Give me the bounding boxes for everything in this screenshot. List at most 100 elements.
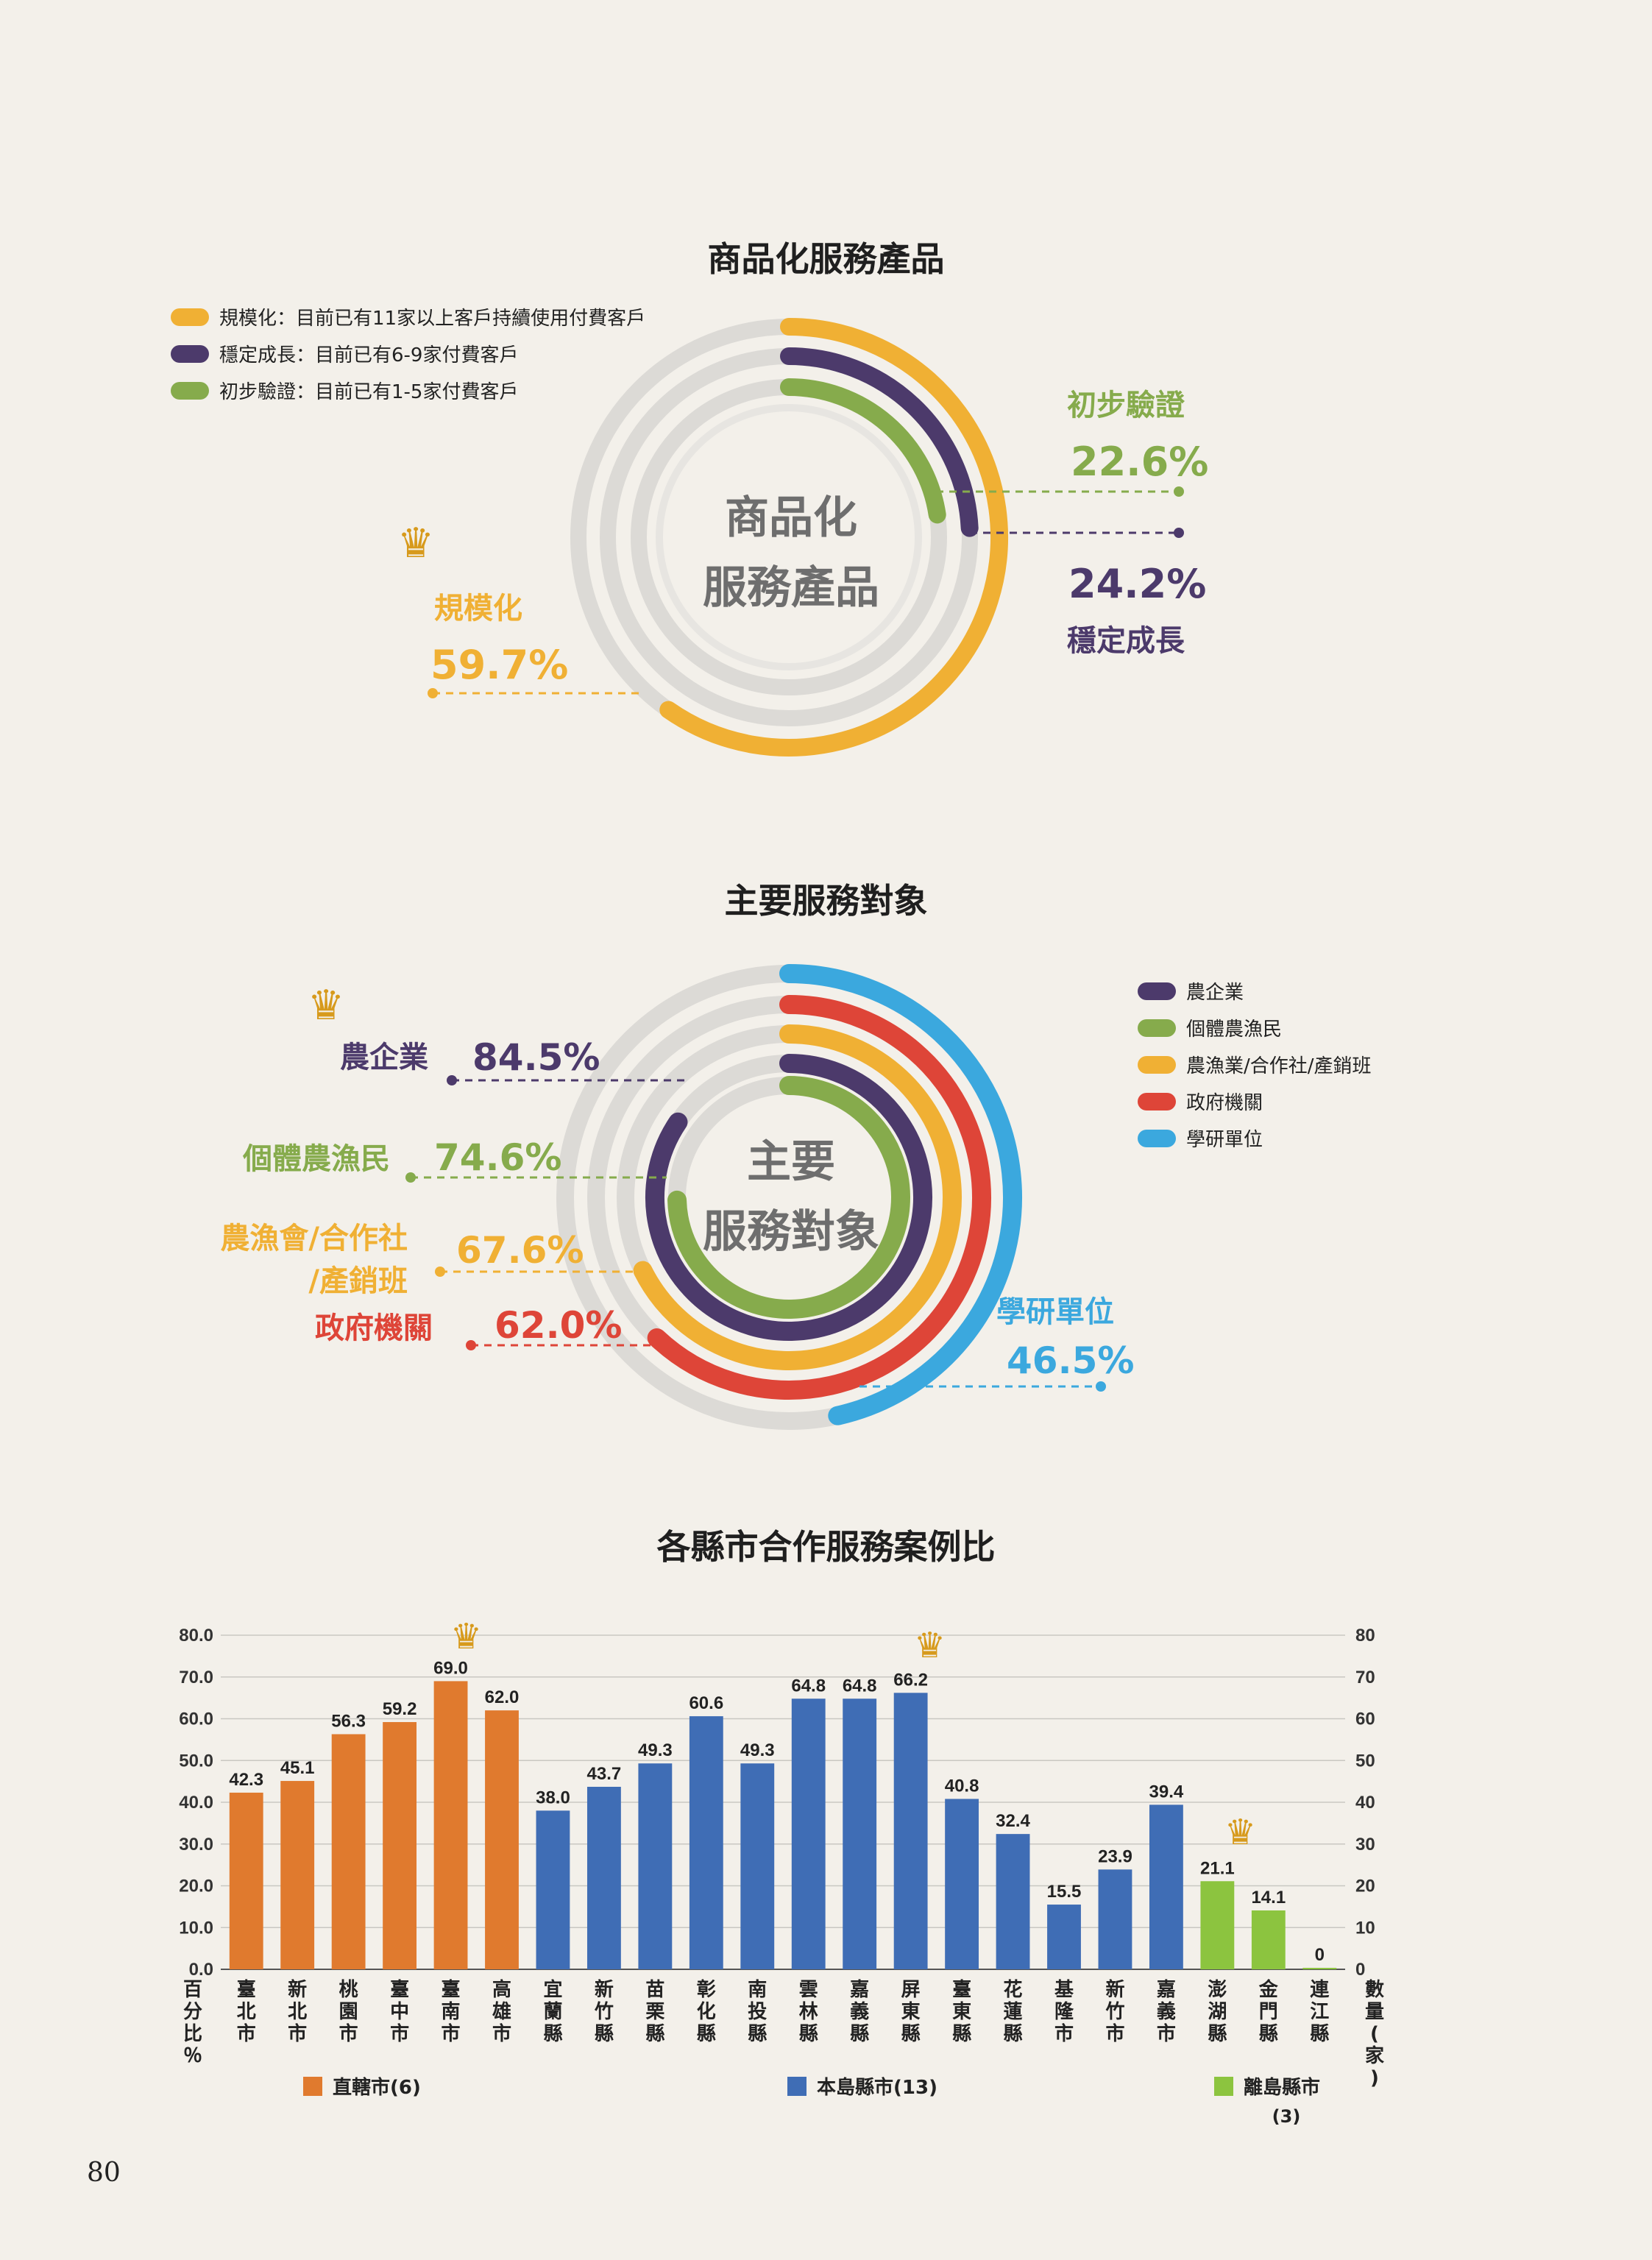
- left-tick-label: 50.0: [179, 1751, 213, 1771]
- group-legend-main-island: 本島縣市(13): [817, 2076, 937, 2099]
- bar: [586, 1787, 621, 1969]
- right-axis-label: 數量(家): [1365, 1979, 1384, 2089]
- bar-value-label: 60.6: [689, 1693, 723, 1713]
- legend-swatch: [1214, 2077, 1233, 2096]
- bar: [893, 1693, 928, 1969]
- left-tick-label: 70.0: [179, 1668, 213, 1687]
- ring-arc-3: [633, 1024, 962, 1370]
- bar-value-label: 43.7: [587, 1764, 622, 1784]
- scale-name-label: 規模化: [434, 592, 522, 626]
- bar-value-label: 64.8: [791, 1676, 826, 1696]
- product-chart-title: 商品化服務產品: [707, 239, 945, 279]
- right-tick-label: 30: [1355, 1835, 1375, 1855]
- ring-arc-2: [667, 1076, 910, 1319]
- category-label: 基隆市: [1054, 1979, 1074, 2045]
- category-label: 臺東縣: [952, 1979, 971, 2045]
- legend-label: 學研單位: [1186, 1129, 1263, 1151]
- bar: [331, 1734, 366, 1969]
- agri-value-label: 84.5%: [472, 1036, 600, 1079]
- bar-value-label: 49.3: [638, 1740, 673, 1760]
- bar-value-label: 69.0: [433, 1658, 468, 1678]
- targets-legend-item-academic: 學研單位: [1138, 1124, 1263, 1152]
- category-label: 嘉義縣: [850, 1979, 869, 2045]
- bar: [280, 1781, 315, 1969]
- bar: [1047, 1905, 1081, 1969]
- bar-value-label: 49.3: [740, 1740, 775, 1760]
- left-tick-label: 20.0: [179, 1877, 213, 1896]
- targets-legend-item-farmer: 個體農漁民: [1138, 1014, 1282, 1041]
- product-legend-item-initial: 初步驗證：目前已有1-5家付費客戶: [171, 377, 518, 404]
- targets-legend-item-gov: 政府機關: [1138, 1088, 1263, 1115]
- product-center-label: 商品化 服務產品: [0, 482, 1582, 616]
- bar-value-label: 0: [1315, 1945, 1325, 1965]
- bar: [1251, 1910, 1286, 1969]
- farmer-value-label: 74.6%: [434, 1136, 562, 1179]
- category-label: 連江縣: [1310, 1979, 1330, 2045]
- leader-dot: [1174, 486, 1184, 497]
- academic-value-label: 46.5%: [1007, 1339, 1135, 1382]
- bar: [996, 1834, 1030, 1969]
- initial-value-label: 22.6%: [1071, 439, 1209, 485]
- bar-value-label: 39.4: [1149, 1782, 1184, 1802]
- axis-labels: 0.0 0 10.0 10 20.0 20 30.0 30 40.0 40 50.0 50 60.0 60…: [179, 1626, 1384, 2127]
- legend-swatch: [1138, 982, 1176, 1000]
- bar: [536, 1810, 570, 1969]
- crown-icon: ♛: [1224, 1812, 1257, 1853]
- leader-dot: [466, 1340, 476, 1350]
- category-label: 花蓮縣: [1004, 1979, 1023, 2045]
- bar-value-label: 21.1: [1200, 1858, 1235, 1878]
- bar: [229, 1792, 263, 1969]
- stable-name-label: 穩定成長: [1067, 624, 1185, 658]
- bar-value-label: 42.3: [229, 1770, 263, 1790]
- legend-swatch: [171, 344, 209, 363]
- leader-dot: [435, 1267, 445, 1277]
- bar-series: [229, 1681, 1337, 2096]
- ring-arc-4: [647, 995, 991, 1400]
- counties-chart-title: 各縣市合作服務案例比: [656, 1527, 996, 1567]
- legend-swatch: [1138, 1019, 1176, 1037]
- bar-value-label: 14.1: [1251, 1888, 1286, 1907]
- right-tick-label: 40: [1355, 1793, 1375, 1813]
- legend-swatch: [1138, 1055, 1176, 1074]
- category-label: 新竹縣: [594, 1978, 614, 2045]
- stable-value-label: 24.2%: [1068, 561, 1207, 607]
- targets-chart-title: 主要服務對象: [724, 881, 928, 921]
- bar: [945, 1799, 979, 1969]
- category-label: 宜蘭縣: [543, 1978, 562, 2045]
- bar-value-label: 38.0: [536, 1788, 570, 1807]
- left-tick-label: 80.0: [179, 1626, 213, 1646]
- center-label-line1: 商品化: [725, 492, 857, 544]
- crown-icon: ♛: [308, 982, 345, 1030]
- crown-icon: ♛: [914, 1625, 946, 1666]
- legend-swatch: [171, 381, 209, 400]
- right-tick-label: 50: [1355, 1751, 1375, 1771]
- category-label: 嘉義市: [1157, 1979, 1176, 2045]
- right-tick-label: 70: [1355, 1668, 1375, 1687]
- bar-value-label: 59.2: [383, 1699, 417, 1719]
- category-label: 新竹市: [1105, 1978, 1124, 2045]
- group-legend-municipal: 直轄市(6): [333, 2076, 421, 2099]
- category-label: 臺南市: [442, 1979, 461, 2045]
- legend-swatch: [787, 2077, 806, 2096]
- bar: [1098, 1869, 1132, 1969]
- coop-value-label: 67.6%: [456, 1229, 584, 1272]
- bar: [740, 1763, 775, 1969]
- page-number: 80: [87, 2158, 121, 2188]
- coop-name-label: 農漁會/合作社 /產銷班: [208, 1214, 408, 1300]
- targets-legend-item-agri: 農企業: [1138, 977, 1244, 1005]
- group-legend-outlying: 離島縣市: [1244, 2076, 1320, 2099]
- coop-name-line1: 農漁會/合作社: [220, 1222, 408, 1255]
- coop-name-line2: /產銷班: [308, 1264, 408, 1298]
- ring-arc-5: [779, 964, 1022, 1425]
- leader-dot: [1096, 1381, 1106, 1392]
- bar: [1302, 1968, 1337, 1969]
- bar-value-label: 56.3: [331, 1711, 366, 1731]
- bar-value-label: 64.8: [843, 1676, 877, 1696]
- bar-value-label: 40.8: [945, 1776, 979, 1796]
- left-tick-label: 60.0: [179, 1710, 213, 1729]
- gov-value-label: 62.0%: [494, 1304, 623, 1347]
- leader-dot: [1174, 528, 1184, 538]
- scale-value-label: 59.7%: [430, 642, 569, 688]
- targets-center-label: 主要 服務對象: [0, 1126, 1582, 1260]
- legend-label: 農漁業/合作社/產銷班: [1186, 1055, 1372, 1077]
